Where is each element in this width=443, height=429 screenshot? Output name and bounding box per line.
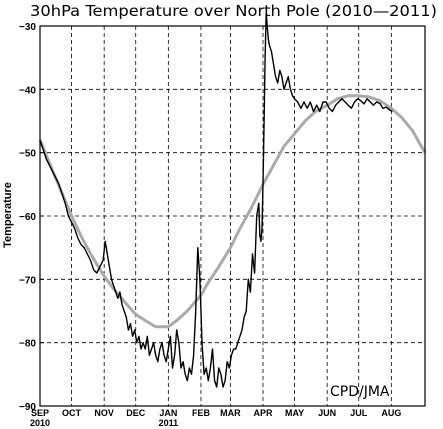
x-tick-label: SEP — [31, 408, 49, 418]
x-tick-label: APR — [253, 408, 273, 418]
x-tick-label: JUL — [350, 408, 368, 418]
y-tick-label: −50 — [19, 149, 36, 160]
y-tick-label: −60 — [19, 212, 36, 223]
x-tick-year-label: 2011 — [159, 418, 179, 428]
x-tick-label: FEB — [192, 408, 211, 418]
x-tick-label: MAY — [285, 408, 304, 418]
y-tick-label: −70 — [19, 275, 36, 286]
y-tick-label: −40 — [19, 85, 36, 96]
y-tick-label: −90 — [19, 402, 36, 413]
chart-title: 30hPa Temperature over North Pole (2010—… — [30, 2, 437, 20]
x-tick-label: MAR — [220, 408, 241, 418]
credit-label: CPD/JMA — [330, 384, 390, 400]
series-lines — [38, 12, 427, 388]
y-tick-labels: −30 −40 −50 −60 −70 −80 −90 — [19, 22, 36, 413]
x-tick-label: NOV — [94, 408, 114, 418]
x-tick-year-label: 2010 — [30, 418, 50, 428]
x-tick-label: JAN — [159, 408, 177, 418]
x-tick-label: OCT — [62, 408, 82, 418]
y-axis-label: Temperature — [2, 182, 14, 248]
climatology-line — [38, 94, 427, 329]
plot-frame — [39, 25, 426, 407]
y-tick-label: −30 — [19, 22, 36, 33]
y-tick-label: −80 — [19, 339, 36, 350]
x-tick-label: JUN — [318, 408, 336, 418]
temperature-line — [39, 12, 393, 388]
x-tick-label: AUG — [381, 408, 401, 418]
x-tick-label: DEC — [126, 408, 146, 418]
gridlines — [40, 25, 425, 407]
